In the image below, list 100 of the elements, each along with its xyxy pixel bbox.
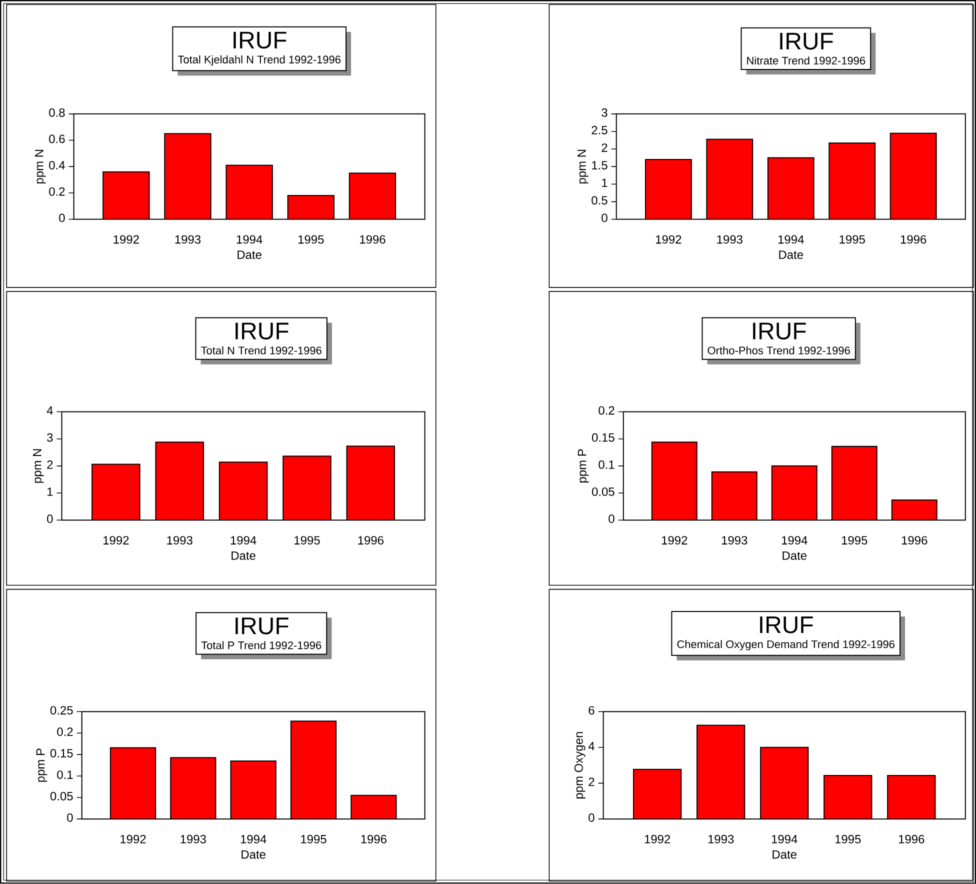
x-tick-label: 1995: [298, 235, 324, 244]
y-tick-label: 0: [67, 814, 73, 822]
y-axis-title: ppm P: [36, 748, 48, 782]
y-tick-label: 0.1: [57, 770, 73, 780]
x-axis-title: Date: [772, 850, 796, 859]
y-tick-label: 0: [602, 214, 608, 222]
bar: [226, 165, 272, 220]
y-tick-label: 0.6: [49, 134, 65, 144]
x-axis-title: Date: [238, 250, 262, 260]
y-axis-title: ppm N: [32, 449, 44, 483]
x-axis-title: Date: [232, 552, 256, 560]
y-tick-label: 1: [47, 488, 53, 496]
bar: [772, 466, 817, 520]
bar: [760, 748, 808, 820]
x-tick-label: 1993: [180, 835, 206, 844]
y-tick-label: 2: [588, 778, 594, 786]
x-tick-label: 1993: [167, 536, 192, 545]
x-tick-label: 1993: [717, 235, 742, 244]
bar: [697, 725, 745, 820]
x-tick-label: 1992: [656, 235, 682, 244]
chart-subtitle: Ortho-Phos Trend 1992-1996: [708, 346, 850, 354]
bar: [290, 721, 336, 820]
x-tick-label: 1995: [301, 835, 326, 844]
chart-subtitle: Total P Trend 1992-1996: [201, 641, 322, 650]
bar: [891, 500, 938, 520]
chart-subtitle: Chemical Oxygen Demand Trend 1992-1996: [677, 640, 894, 650]
y-tick-label: 0: [59, 214, 65, 222]
y-tick-label: 6: [588, 706, 594, 715]
y-tick-label: 4: [588, 742, 594, 750]
bar: [230, 761, 276, 820]
bar: [103, 172, 150, 220]
y-tick-label: 0.15: [50, 749, 73, 758]
y-tick-label: 0: [47, 514, 53, 524]
y-tick-label: 3: [47, 433, 53, 442]
y-tick-label: 0.2: [49, 187, 65, 196]
bar: [829, 143, 876, 220]
x-tick-label: 1992: [103, 536, 129, 545]
y-tick-label: 3: [602, 108, 608, 117]
x-axis-title: Date: [782, 552, 807, 560]
x-tick-label: 1992: [114, 235, 139, 244]
y-tick-label: 2: [47, 460, 53, 469]
chart-subtitle: Total N Trend 1992-1996: [201, 346, 322, 354]
x-tick-label: 1995: [842, 536, 868, 545]
bar: [768, 158, 814, 220]
y-tick-label: 4: [46, 406, 53, 415]
y-axis-title: ppm N: [578, 150, 588, 184]
x-tick-label: 1996: [900, 235, 926, 244]
chart-title: IRUF: [753, 322, 806, 340]
x-tick-label: 1994: [230, 536, 256, 545]
x-tick-label: 1995: [835, 835, 861, 844]
y-tick-label: 0: [588, 814, 594, 822]
chart-title: IRUF: [236, 322, 288, 340]
y-axis-title: ppm N: [35, 150, 46, 184]
x-tick-label: 1996: [360, 235, 386, 244]
x-tick-label: 1995: [840, 235, 865, 244]
chart-title: IRUF: [780, 33, 833, 50]
bar: [634, 770, 682, 820]
x-tick-label: 1993: [722, 536, 748, 545]
bar: [288, 196, 334, 220]
x-tick-label: 1995: [294, 536, 320, 545]
chart-title: IRUF: [760, 616, 813, 634]
bar: [890, 132, 937, 220]
y-tick-label: 1.5: [592, 161, 608, 170]
y-axis-title: ppm P: [578, 449, 589, 483]
bar: [170, 758, 216, 820]
y-tick-label: 0.1: [598, 460, 614, 469]
bar: [110, 748, 156, 820]
bar: [712, 472, 757, 520]
bar: [706, 139, 753, 220]
y-tick-label: 0.5: [592, 196, 608, 205]
x-tick-label: 1996: [361, 835, 386, 844]
y-tick-label: 0.4: [49, 161, 65, 170]
x-tick-label: 1996: [898, 835, 924, 844]
x-tick-label: 1994: [778, 235, 804, 244]
bar: [824, 776, 872, 820]
bar: [832, 446, 877, 520]
y-tick-label: 0.05: [50, 792, 73, 801]
x-tick-label: 1994: [240, 835, 266, 844]
y-tick-label: 2.5: [592, 126, 608, 135]
x-tick-label: 1994: [236, 235, 262, 244]
y-tick-label: 0.2: [57, 728, 73, 736]
x-tick-label: 1992: [120, 835, 146, 844]
y-tick-label: 0.2: [598, 406, 614, 415]
chart-subtitle: Total Kjeldahl N Trend 1992-1996: [178, 56, 340, 66]
x-tick-label: 1992: [644, 835, 670, 844]
x-tick-label: 1992: [662, 536, 688, 545]
y-tick-label: 0.15: [592, 433, 614, 442]
x-tick-label: 1994: [772, 835, 798, 844]
x-tick-label: 1996: [358, 536, 384, 545]
bar: [652, 442, 697, 520]
chart-subtitle: Nitrate Trend 1992-1996: [747, 56, 866, 65]
x-axis-title: Date: [242, 850, 266, 859]
y-tick-label: 0: [608, 514, 614, 524]
x-tick-label: 1996: [902, 536, 928, 545]
chart-title: IRUF: [236, 618, 288, 634]
chart-title: IRUF: [234, 32, 286, 49]
y-tick-label: 0.8: [49, 108, 65, 117]
bar: [164, 134, 211, 220]
bar: [645, 160, 692, 220]
bar: [887, 775, 936, 820]
